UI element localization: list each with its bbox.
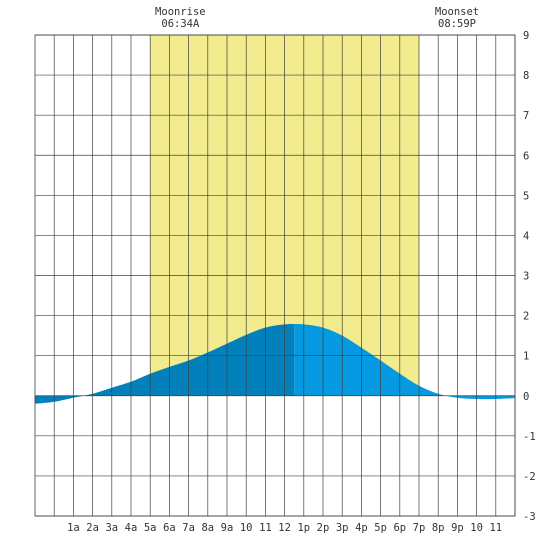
x-tick-label: 7a [182,522,195,534]
x-tick-label: 5p [374,522,387,534]
annotation-time: 08:59P [438,18,476,30]
x-tick-label: 9a [221,522,234,534]
x-tick-label: 6p [393,522,406,534]
y-tick-label: 8 [523,70,529,82]
y-tick-label: 9 [523,30,529,42]
y-tick-label: 6 [523,150,529,162]
y-tick-label: -3 [523,511,536,523]
y-tick-label: 3 [523,271,529,283]
x-tick-label: 2a [86,522,99,534]
x-tick-label: 5a [144,522,157,534]
x-tick-label: 7p [413,522,426,534]
x-axis-ticks: 1a 2a 3a 4a 5a 6a 7a 8a 9a 10 11 12 1p 2p 3p 4p 5p 6p 7p 8p… [67,522,502,534]
y-tick-label: 4 [523,230,529,242]
x-tick-label: 11 [259,522,272,534]
x-tick-label: 10 [240,522,253,534]
tide-area-layer [35,324,515,404]
x-tick-label: 2p [317,522,330,534]
x-tick-label: 3a [105,522,118,534]
x-tick-label: 3p [336,522,349,534]
y-tick-label: -2 [523,471,536,483]
x-tick-label: 10 [470,522,483,534]
grid-layer [34,34,516,517]
x-tick-label: 8a [201,522,214,534]
x-tick-label: 9p [451,522,464,534]
y-tick-label: 1 [523,351,529,363]
tide-area-rising [35,324,295,404]
y-tick-label: 5 [523,190,529,202]
x-tick-label: 1p [297,522,310,534]
x-tick-label: 8p [432,522,445,534]
y-tick-label: 2 [523,311,529,323]
x-tick-label: 6a [163,522,176,534]
plot-frame [34,34,516,517]
y-tick-label: -1 [523,431,536,443]
y-axis-ticks: -3 -2 -1 0 1 2 3 4 5 6 7 8 9 [523,30,536,523]
annotation-time: 06:34A [161,18,200,30]
y-tick-label: 7 [523,110,529,122]
x-tick-label: 4p [355,522,368,534]
x-tick-label: 4a [125,522,138,534]
y-tick-label: 0 [523,391,529,403]
annotation-title: Moonrise [155,6,206,18]
x-tick-label: 1a [67,522,80,534]
x-tick-label: 11 [489,522,502,534]
annotation-title: Moonset [435,6,479,18]
tide-area-falling [294,324,515,400]
x-tick-label: 12 [278,522,291,534]
